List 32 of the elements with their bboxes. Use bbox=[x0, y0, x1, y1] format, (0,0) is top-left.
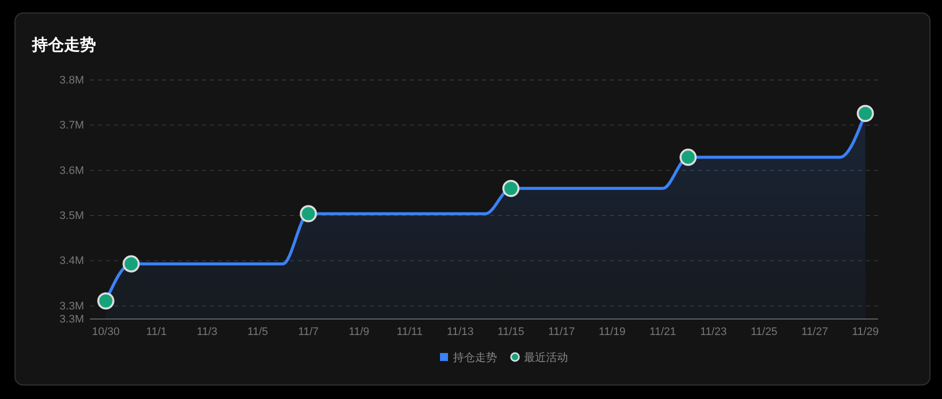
x-tick-label: 11/17 bbox=[548, 326, 575, 338]
y-tick-label: 3.8M bbox=[60, 74, 84, 87]
chart-title: 持仓走势 bbox=[31, 35, 96, 54]
x-tick-label: 11/21 bbox=[649, 326, 676, 338]
x-tick-label: 11/5 bbox=[247, 326, 268, 338]
x-tick-label: 11/7 bbox=[298, 326, 319, 338]
x-tick-label: 11/3 bbox=[196, 326, 218, 338]
x-tick-label: 11/27 bbox=[801, 326, 828, 338]
legend-label: 最近活动 bbox=[524, 351, 568, 364]
x-tick-label: 11/19 bbox=[598, 326, 626, 338]
x-tick-label: 11/15 bbox=[498, 326, 524, 338]
point bbox=[856, 104, 874, 122]
x-tick-label: 11/11 bbox=[396, 326, 423, 338]
x-tick-label: 11/1 bbox=[146, 326, 167, 338]
y-tick-label: 3.3M bbox=[60, 300, 84, 312]
x-tick-label: 11/13 bbox=[446, 326, 474, 338]
y-tick-label: 3.6M bbox=[60, 164, 84, 177]
y-tick-label: 3.3M bbox=[60, 314, 84, 326]
y-tick-label: 3.7M bbox=[60, 120, 84, 132]
y-tick-label: 3.4M bbox=[60, 255, 84, 268]
legend-label: 持仓走势 bbox=[453, 351, 497, 364]
point bbox=[122, 255, 140, 272]
y-tick-label: 3.5M bbox=[60, 210, 84, 222]
x-tick-label: 11/9 bbox=[348, 326, 370, 338]
point bbox=[502, 180, 520, 197]
x-tick-label: 11/29 bbox=[852, 326, 879, 338]
x-tick-label: 11/23 bbox=[700, 326, 727, 338]
point bbox=[680, 148, 697, 166]
x-tick-label: 11/25 bbox=[750, 326, 778, 338]
point bbox=[300, 205, 317, 222]
point bbox=[97, 292, 114, 310]
x-tick-label: 10/30 bbox=[92, 326, 120, 338]
